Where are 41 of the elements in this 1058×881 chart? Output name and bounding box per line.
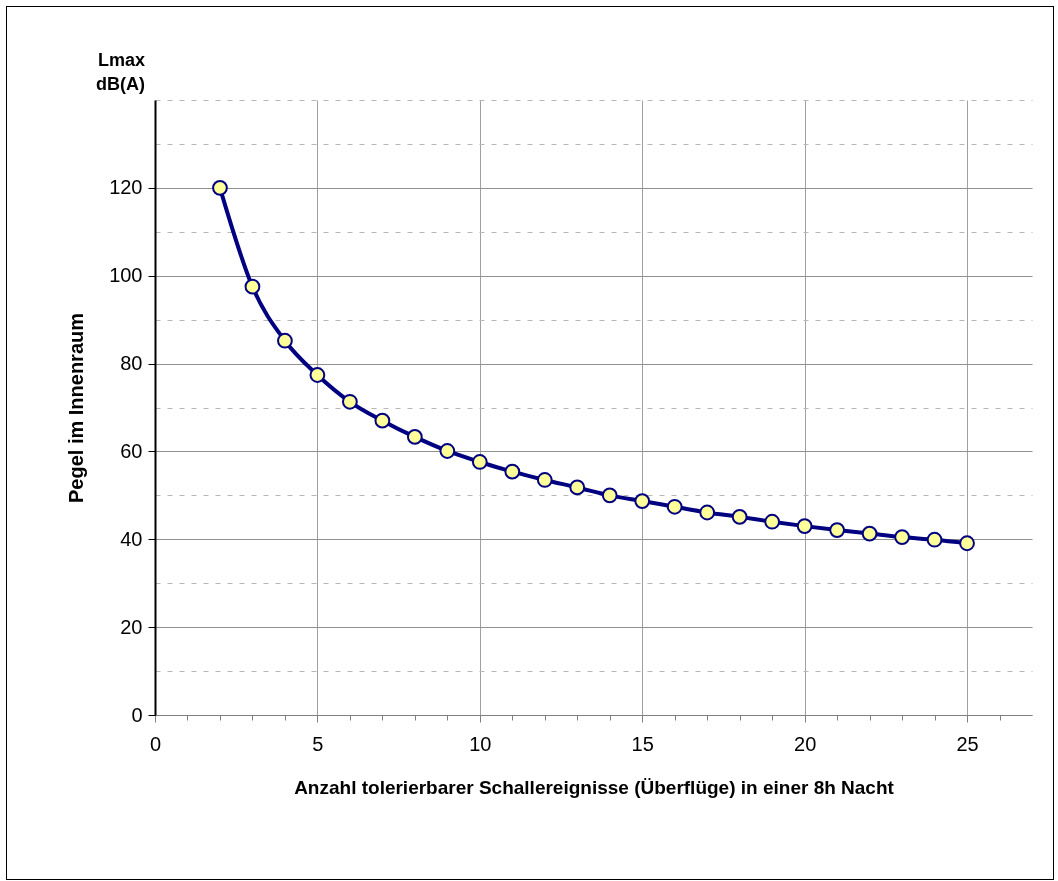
text: dB(A) bbox=[96, 74, 145, 94]
point bbox=[666, 498, 683, 515]
y-axis-title: Pegel im Innenraum bbox=[65, 312, 88, 504]
point bbox=[439, 443, 456, 459]
y-tick-label: 60 bbox=[120, 439, 143, 462]
x-tick-label: 10 bbox=[469, 732, 492, 755]
x-tick-label: 0 bbox=[149, 732, 162, 755]
point bbox=[894, 529, 910, 545]
point bbox=[406, 429, 423, 445]
point bbox=[699, 504, 716, 521]
x-tick-label: 20 bbox=[794, 732, 817, 755]
y-tick-label: 120 bbox=[109, 176, 143, 199]
point bbox=[861, 525, 878, 542]
point bbox=[504, 463, 521, 480]
x-tick-label: 15 bbox=[631, 732, 654, 755]
point bbox=[536, 472, 553, 488]
point bbox=[796, 518, 813, 534]
x-axis-title: Anzahl tolerierbarer Schallereignisse (Überflüge) in einer 8h Nacht bbox=[294, 776, 895, 798]
point bbox=[731, 509, 748, 525]
text: Lmax bbox=[97, 50, 145, 70]
point bbox=[309, 367, 326, 383]
y-tick-label: 80 bbox=[120, 352, 143, 375]
point bbox=[374, 412, 391, 429]
point bbox=[212, 179, 228, 196]
point bbox=[277, 332, 293, 349]
y-tick-label: 100 bbox=[109, 264, 143, 287]
point bbox=[764, 513, 781, 530]
y-tick-label: 20 bbox=[120, 615, 143, 638]
point bbox=[959, 535, 975, 552]
x-tick-label: 25 bbox=[956, 732, 979, 755]
point bbox=[634, 493, 651, 509]
y-tick-label: 0 bbox=[131, 703, 143, 726]
point bbox=[829, 522, 845, 538]
point bbox=[601, 487, 618, 504]
point bbox=[342, 393, 358, 410]
point bbox=[569, 479, 586, 496]
point bbox=[244, 278, 261, 295]
x-tick-label: 5 bbox=[312, 732, 324, 755]
y-tick-label: 40 bbox=[120, 527, 143, 550]
point bbox=[471, 454, 488, 470]
point bbox=[926, 531, 943, 548]
